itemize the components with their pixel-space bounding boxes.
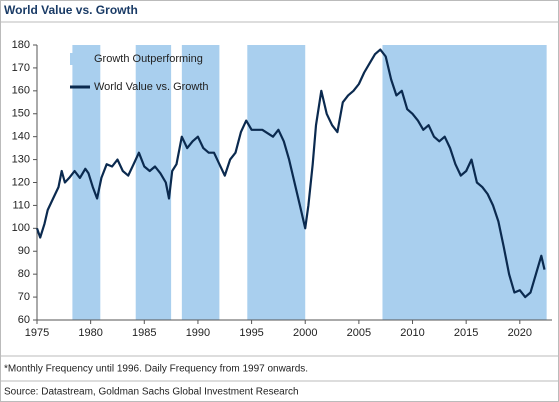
- shaded-region: [382, 45, 547, 320]
- y-tick-label: 100: [12, 222, 30, 234]
- x-tick-label: 2005: [347, 327, 371, 339]
- y-tick-label: 60: [18, 314, 30, 326]
- y-tick-label: 160: [12, 85, 30, 97]
- y-tick-label: 140: [12, 131, 30, 143]
- source: Source: Datastream, Goldman Sachs Global…: [4, 387, 299, 398]
- y-tick-label: 170: [12, 62, 30, 74]
- y-tick-label: 150: [12, 108, 30, 120]
- footnote: *Monthly Frequency until 1996. Daily Fre…: [4, 364, 308, 375]
- legend-label: World Value vs. Growth: [94, 81, 209, 93]
- y-tick-label: 120: [12, 176, 30, 188]
- y-tick-label: 80: [18, 268, 30, 280]
- legend-swatch: [70, 53, 90, 65]
- shaded-region: [181, 45, 220, 320]
- x-tick-label: 1975: [25, 327, 49, 339]
- x-tick-label: 2010: [400, 327, 424, 339]
- x-tick-label: 1980: [78, 327, 102, 339]
- chart-title: World Value vs. Growth: [4, 3, 138, 17]
- x-tick-label: 1995: [239, 327, 263, 339]
- x-tick-label: 2020: [508, 327, 532, 339]
- x-tick-label: 2000: [293, 327, 317, 339]
- shaded-region: [247, 45, 306, 320]
- y-tick-label: 110: [12, 199, 30, 211]
- y-tick-label: 70: [18, 291, 30, 303]
- y-tick-label: 130: [12, 153, 30, 165]
- x-tick-label: 1990: [186, 327, 210, 339]
- x-tick-label: 1985: [132, 327, 156, 339]
- y-tick-label: 90: [18, 245, 30, 257]
- legend-label: Growth Outperforming: [94, 53, 203, 65]
- shaded-region: [72, 45, 101, 320]
- x-tick-label: 2015: [454, 327, 478, 339]
- y-tick-label: 180: [12, 39, 30, 51]
- line-series: [35, 48, 546, 299]
